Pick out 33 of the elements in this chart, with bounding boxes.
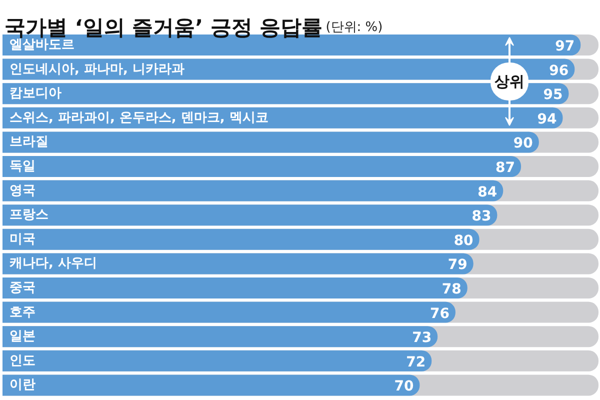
chart-title: 국가별 ‘일의 즐거움’ 긍정 응답률	[4, 16, 323, 40]
data-label: 83	[472, 208, 492, 225]
y-tick-label: 중국	[10, 280, 36, 296]
data-label: 70	[394, 378, 414, 395]
y-tick-label: 영국	[10, 183, 36, 198]
data-label: 87	[496, 160, 516, 176]
data-label: 94	[537, 111, 557, 128]
data-label: 97	[555, 38, 575, 54]
y-tick-label: 캐나다, 사우디	[10, 256, 97, 272]
y-tick-label: 프랑스	[10, 208, 48, 223]
y-tick-label: 인도네시아, 파나마, 니카라과	[10, 62, 184, 77]
data-label: 76	[430, 306, 450, 322]
data-label: 96	[549, 62, 569, 79]
y-tick-label: 독일	[10, 159, 36, 174]
data-label: 80	[454, 232, 474, 249]
y-tick-label: 호주	[10, 304, 36, 320]
y-tick-label: 엘살바도르	[10, 38, 74, 52]
y-tick-label: 미국	[10, 232, 36, 247]
data-label: 84	[478, 184, 498, 200]
data-label: 78	[442, 282, 462, 298]
annotation: 상위	[494, 72, 524, 90]
y-tick-label: 스위스, 파라과이, 온두라스, 덴마크, 멕시코	[10, 110, 268, 126]
y-tick-label: 이란	[10, 378, 36, 393]
y-tick-label: 인도	[10, 353, 36, 368]
data-label: 72	[406, 354, 426, 370]
data-label: 90	[513, 136, 534, 152]
y-tick-label: 캄보디아	[10, 86, 62, 102]
y-tick-label: 일본	[10, 329, 36, 344]
data-label: 95	[543, 87, 563, 104]
data-label: 73	[412, 330, 432, 346]
y-tick-label: 브라질	[10, 134, 48, 150]
chart-subtitle: (단위: %)	[326, 20, 383, 35]
data-label: 79	[448, 257, 468, 274]
